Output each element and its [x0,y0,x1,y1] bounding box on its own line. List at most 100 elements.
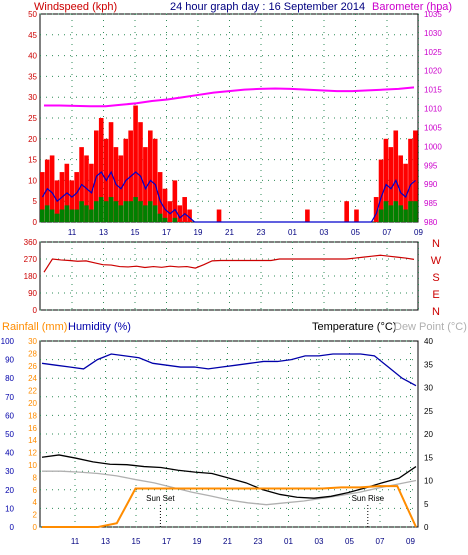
baro-y-tick-label: 1015 [424,86,442,95]
direction-trace [43,254,415,273]
min-wind-bar [403,209,408,222]
barometer-axis-title: Barometer (hpa) [372,1,452,13]
min-wind-bar [378,209,384,222]
rain-y-tick-label: 0 [33,523,38,532]
humidity-y-tick-label: 90 [5,356,14,365]
rain-x-tick-label: 15 [132,537,141,546]
min-wind-bar [148,201,153,222]
temp-y-tick-label: 30 [424,384,433,393]
barometer-line [44,86,415,108]
gust-bar [388,147,394,222]
temp-y-tick-label: 35 [424,360,433,369]
humidity-y-tick-label: 70 [5,393,14,402]
direction-y-tick-label: 270 [24,255,38,264]
direction-y-tick-label: 0 [33,306,38,315]
baro-y-axis: 980 985 990 995 1000 1005 1010 1015 1020 1025 1030… [424,10,442,227]
rain-humidity-temp-panel: Rainfall (mm) Humidity (%) Temperature (… [1,321,467,546]
gust-bar [177,205,183,222]
rain-y-tick-label: 6 [33,486,38,495]
temp-y-tick-label: 0 [424,523,429,532]
gust-bar [182,197,187,222]
wind-x-tick-label: 05 [351,228,360,237]
rain-x-tick-label: 09 [406,537,415,546]
gust-bar [69,180,75,222]
gust-bar [373,197,379,222]
min-wind-bar [157,213,163,222]
gust-bar [162,188,168,222]
min-wind-bar [133,197,138,222]
min-wind-bar [143,205,148,222]
gust-bar [167,201,173,222]
min-wind-bar [172,217,178,222]
rain-x-tick-label: 17 [162,537,171,546]
baro-y-tick-label: 1020 [424,67,442,76]
humidity-y-tick-label: 20 [5,486,14,495]
rain-y-tick-label: 14 [28,436,37,445]
min-wind-bar [44,205,50,222]
humidity-y-tick-label: 0 [10,523,15,532]
direction-series [43,254,415,273]
rain-y-tick-label: 8 [33,473,38,482]
rain-x-tick-label: 19 [193,537,202,546]
wind-y-tick-label: 20 [28,135,37,144]
wind-x-tick-label: 03 [320,228,329,237]
gust-bar [354,209,359,222]
sun-event-label: Sun Rise [352,494,385,503]
compass-label: N [432,306,440,318]
humidity-y-tick-label: 100 [1,337,15,346]
rain-y-tick-label: 16 [28,424,37,433]
baro-y-tick-label: 995 [424,161,438,170]
rain-x-tick-label: 23 [254,537,263,546]
wind-x-tick-label: 07 [383,228,392,237]
rain-y-tick-label: 24 [28,374,37,383]
baro-y-tick-label: 985 [424,199,438,208]
min-wind-bar [123,201,129,222]
rainfall-axis-title: Rainfall (mm) [2,321,67,333]
compass-label: W [431,255,442,267]
wind-x-tick-label: 23 [257,228,266,237]
baro-y-tick-label: 1000 [424,142,442,151]
rain-y-tick-label: 2 [33,511,38,520]
wind-x-tick-label: 11 [68,228,77,237]
baro-y-tick-label: 1010 [424,105,442,114]
wind-y-tick-label: 15 [28,156,37,165]
gust-bar [40,172,45,222]
windspeed-axis-title: Windspeed (kph) [34,1,117,13]
min-wind-bar [162,217,168,222]
wind-y-tick-label: 45 [28,31,37,40]
wind-y-tick-label: 50 [28,10,37,19]
min-wind-bar [94,201,99,222]
rain-x-tick-label: 07 [376,537,385,546]
compass-label: E [432,289,439,301]
wind-y-tick-label: 25 [28,114,37,123]
gust-bar [413,130,418,222]
rain-y-tick-label: 28 [28,349,37,358]
rain-x-tick-label: 01 [284,537,293,546]
min-wind-bar [69,209,75,222]
direction-y-tick-label: 90 [28,289,37,298]
wind-barometer-panel: Windspeed (kph) 24 hour graph day : 16 S… [28,1,452,237]
gust-bar [152,138,158,222]
avg-wind-line [41,170,416,223]
gust-bar [138,122,143,222]
humidity-y-tick-label: 30 [5,467,14,476]
min-wind-bar [89,209,94,222]
gust-bar [74,172,79,222]
wind-series [40,86,418,223]
wind-x-tick-label: 01 [288,228,297,237]
wind-y-axis: 0 5 10 15 20 25 30 35 40 45 50 [28,10,37,227]
temp-y-axis: 0 5 10 15 20 25 30 35 40 [424,337,433,532]
gust-bar [344,201,349,222]
compass-label: N [432,238,440,250]
rain-y-tick-label: 12 [28,449,37,458]
humidity-y-tick-label: 60 [5,411,14,420]
wind-y-tick-label: 30 [28,93,37,102]
min-wind-bar [138,201,143,222]
wind-x-tick-label: 19 [194,228,203,237]
rain-y-tick-label: 30 [28,337,37,346]
min-wind-bar [74,209,79,222]
wind-x-axis: 11 13 15 17 19 21 23 01 03 05 07 09 [68,228,424,237]
wind-x-tick-label: 21 [225,228,234,237]
